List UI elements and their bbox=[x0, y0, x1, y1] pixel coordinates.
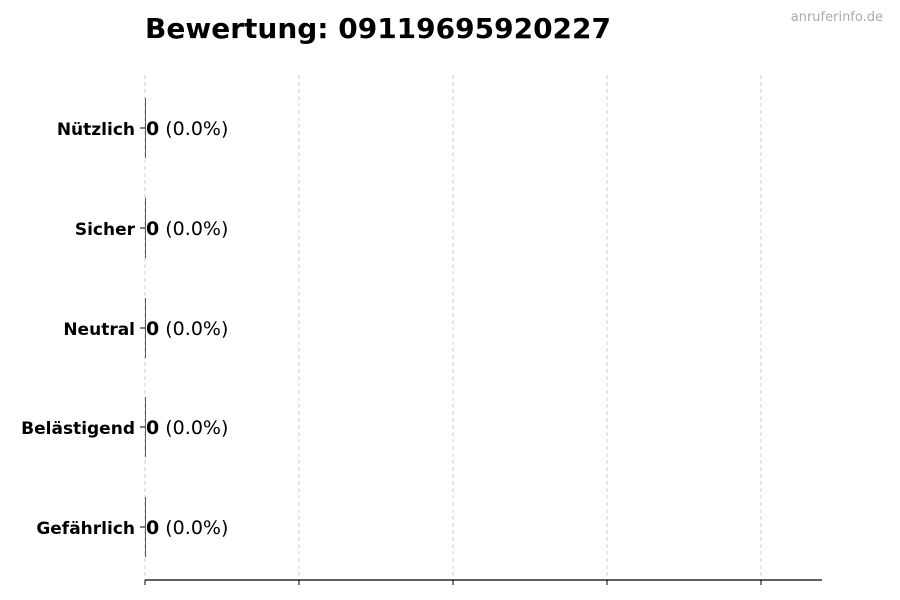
data-label-count: 0 bbox=[146, 318, 159, 340]
data-label: 0 (0.0%) bbox=[146, 218, 228, 240]
y-tick-label: Sicher bbox=[75, 220, 136, 240]
y-tick-label: Belästigend bbox=[21, 419, 135, 439]
data-label-percent: (0.0%) bbox=[159, 517, 228, 539]
bar bbox=[145, 497, 146, 557]
data-label: 0 (0.0%) bbox=[146, 417, 228, 439]
y-tick-label: Nützlich bbox=[57, 120, 135, 140]
bar bbox=[145, 198, 146, 258]
data-label-count: 0 bbox=[146, 517, 159, 539]
data-label: 0 (0.0%) bbox=[146, 517, 228, 539]
y-tick-label: Gefährlich bbox=[36, 519, 135, 539]
bar bbox=[145, 298, 146, 358]
bar bbox=[145, 397, 146, 457]
bar bbox=[145, 98, 146, 158]
chart-title: Bewertung: 09119695920227 bbox=[145, 12, 611, 45]
data-label: 0 (0.0%) bbox=[146, 318, 228, 340]
watermark: anruferinfo.de bbox=[790, 10, 883, 25]
data-label-count: 0 bbox=[146, 417, 159, 439]
y-tick-label: Neutral bbox=[63, 320, 135, 340]
data-label-percent: (0.0%) bbox=[159, 118, 228, 140]
data-label-percent: (0.0%) bbox=[159, 318, 228, 340]
data-label-count: 0 bbox=[146, 118, 159, 140]
data-label: 0 (0.0%) bbox=[146, 118, 228, 140]
data-label-count: 0 bbox=[146, 218, 159, 240]
data-label-percent: (0.0%) bbox=[159, 218, 228, 240]
data-label-percent: (0.0%) bbox=[159, 417, 228, 439]
